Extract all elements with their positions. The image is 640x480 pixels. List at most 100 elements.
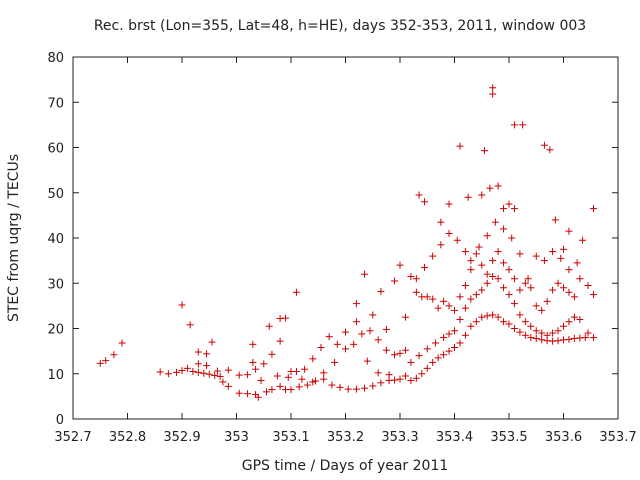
data-point <box>554 327 562 335</box>
data-point <box>352 385 360 393</box>
data-point <box>437 218 445 226</box>
data-point <box>287 367 295 375</box>
data-point <box>164 370 172 378</box>
data-point <box>369 382 377 390</box>
data-point <box>483 279 491 287</box>
data-point <box>265 322 273 330</box>
data-point <box>494 248 502 256</box>
data-point <box>374 369 382 377</box>
data-point <box>423 345 431 353</box>
data-point <box>516 286 524 294</box>
data-point <box>510 121 518 129</box>
data-point <box>268 350 276 358</box>
data-point <box>521 318 529 326</box>
data-point <box>510 300 518 308</box>
data-point <box>407 377 415 385</box>
data-point <box>584 282 592 290</box>
data-point <box>431 339 439 347</box>
data-point <box>549 329 557 337</box>
data-point <box>505 200 513 208</box>
data-point <box>412 275 420 283</box>
data-point <box>475 243 483 251</box>
data-point <box>173 368 181 376</box>
data-point <box>194 360 202 368</box>
data-point <box>309 355 317 363</box>
data-point <box>396 349 404 357</box>
data-point <box>434 354 442 362</box>
x-tick-label: 353.5 <box>490 430 527 445</box>
data-point <box>557 254 565 262</box>
data-point <box>284 373 292 381</box>
x-axis: 352.7 352.8 352.9 353 353.1 353.2 353.3 353.4 35… <box>54 57 637 445</box>
data-point <box>396 375 404 383</box>
data-point <box>500 205 508 213</box>
plot-frame <box>72 56 619 420</box>
data-point <box>440 351 448 359</box>
data-point <box>478 313 486 321</box>
data-point <box>532 252 540 260</box>
data-point <box>589 291 597 299</box>
data-point <box>549 286 557 294</box>
data-point <box>194 368 202 376</box>
data-point <box>429 358 437 366</box>
data-point <box>456 339 464 347</box>
data-point <box>510 205 518 213</box>
y-tick-label: 70 <box>47 96 64 111</box>
data-point <box>358 330 366 338</box>
data-point <box>565 335 573 343</box>
data-point <box>254 393 262 401</box>
data-point <box>554 279 562 287</box>
data-point <box>589 334 597 342</box>
data-point <box>445 229 453 237</box>
data-point <box>494 182 502 190</box>
data-point <box>418 370 426 378</box>
x-axis-label: GPS time / Days of year 2011 <box>242 458 449 474</box>
data-point <box>505 291 513 299</box>
data-point <box>516 311 524 319</box>
data-point <box>510 275 518 283</box>
data-point <box>570 293 578 301</box>
data-point <box>292 288 300 296</box>
x-tick-label: 353.6 <box>545 430 582 445</box>
y-axis: 0 10 20 30 40 50 60 70 80 <box>47 51 618 428</box>
data-point <box>494 313 502 321</box>
data-point <box>467 257 475 265</box>
data-point <box>489 272 497 280</box>
data-point <box>276 337 284 345</box>
data-point <box>521 331 529 339</box>
data-point <box>554 337 562 345</box>
data-point <box>282 386 290 394</box>
data-point <box>527 322 535 330</box>
data-point <box>203 362 211 370</box>
data-point <box>489 90 497 98</box>
data-point <box>423 364 431 372</box>
data-point <box>391 351 399 359</box>
data-point <box>519 121 527 129</box>
y-tick-label: 30 <box>47 277 64 292</box>
data-point <box>352 300 360 308</box>
data-point <box>445 302 453 310</box>
data-point <box>478 261 486 269</box>
data-point <box>489 84 497 92</box>
data-point <box>549 248 557 256</box>
data-point <box>505 266 513 274</box>
data-point <box>560 245 567 253</box>
data-point <box>423 293 431 301</box>
data-point <box>252 365 260 373</box>
data-point <box>194 348 202 356</box>
data-point <box>532 302 540 310</box>
data-point <box>396 261 404 269</box>
data-point <box>540 141 548 149</box>
x-tick-label: 353.1 <box>272 430 309 445</box>
data-point <box>565 266 573 274</box>
data-point <box>282 314 290 322</box>
data-point <box>538 306 546 314</box>
data-point <box>538 336 546 344</box>
data-point <box>336 383 344 391</box>
data-point <box>461 304 469 312</box>
data-points <box>96 84 597 401</box>
data-point <box>203 350 211 358</box>
data-point <box>401 346 409 354</box>
data-point <box>320 369 328 377</box>
data-point <box>369 311 377 319</box>
